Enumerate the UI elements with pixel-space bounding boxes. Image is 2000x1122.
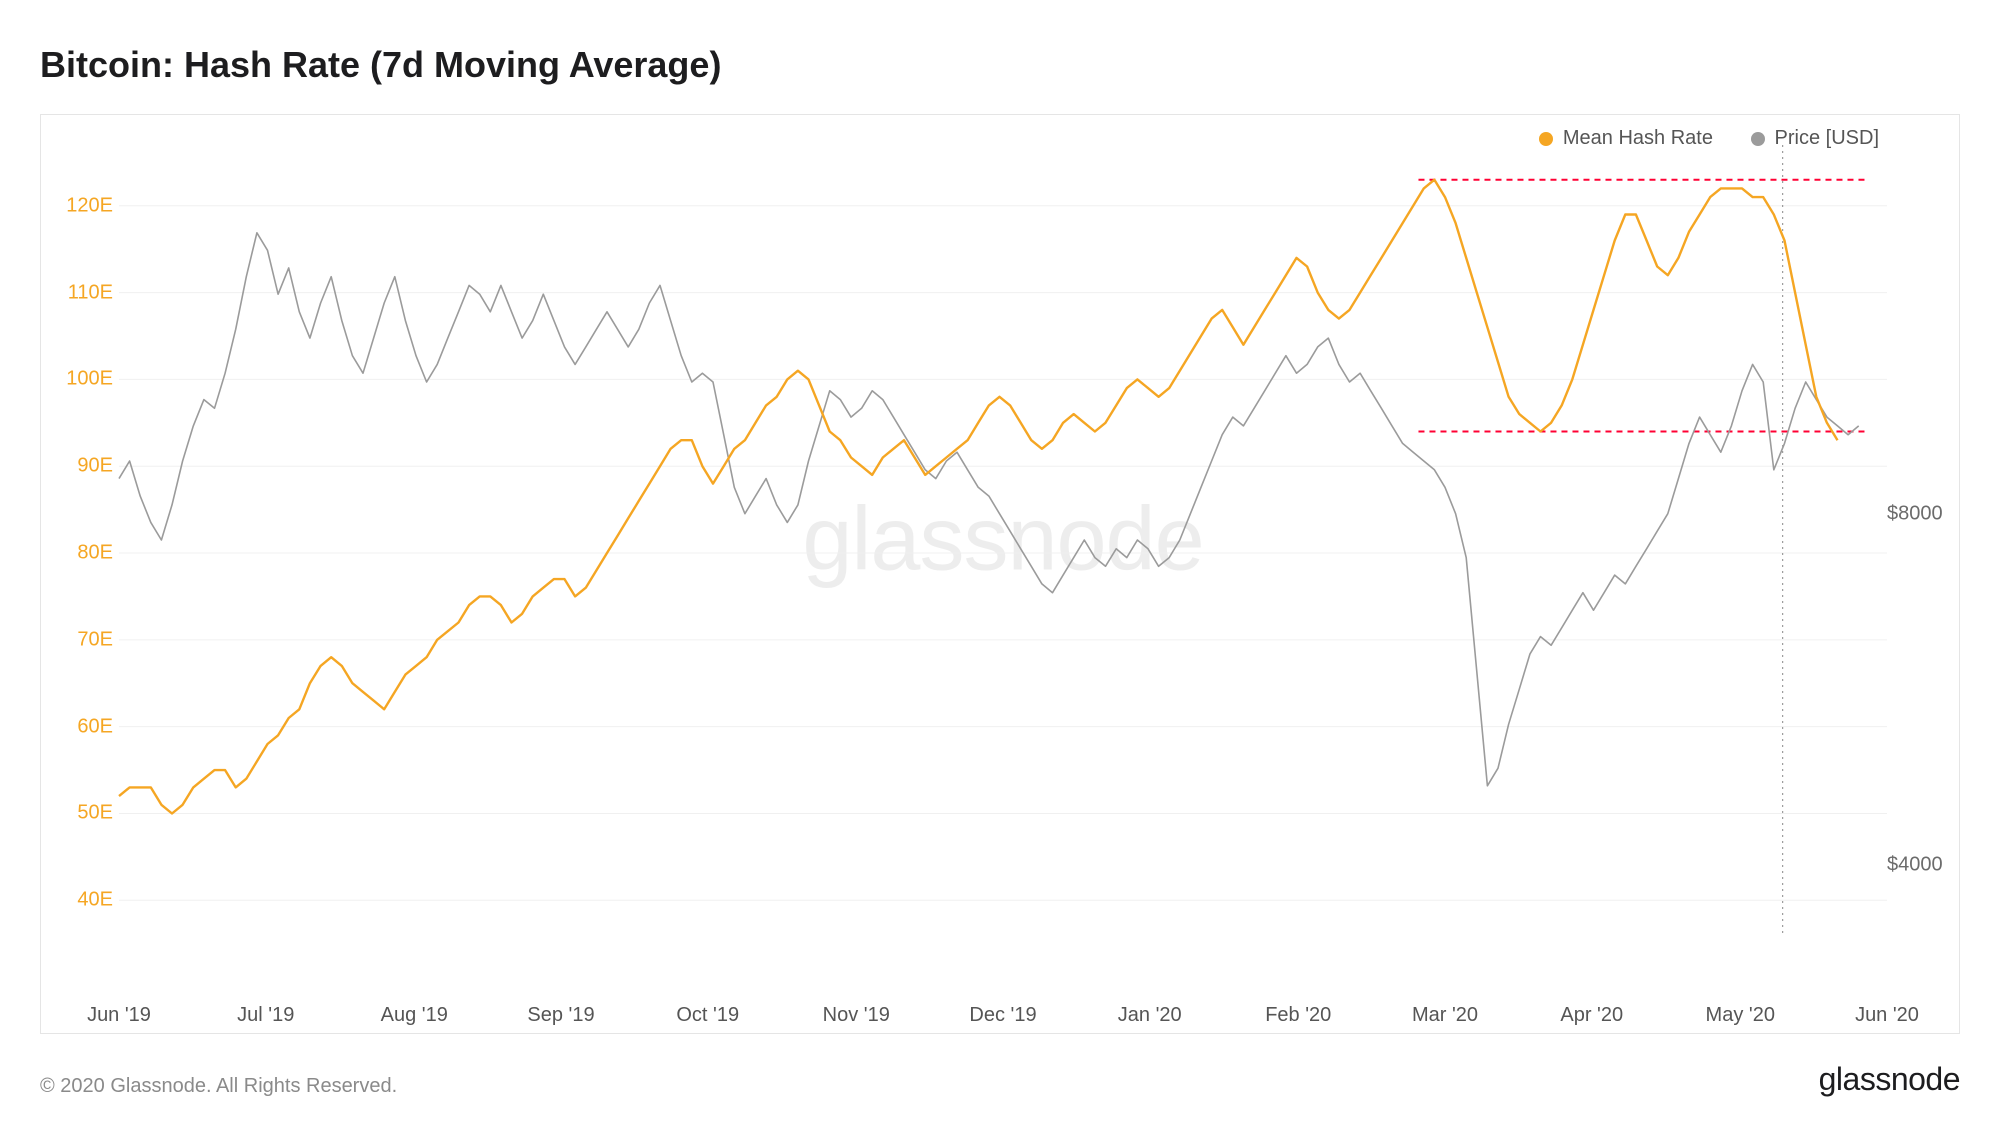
x-tick-label: Jun '20 — [1855, 1004, 1919, 1027]
x-tick-label: May '20 — [1706, 1004, 1775, 1027]
x-tick-label: Jun '19 — [87, 1004, 151, 1027]
chart-title: Bitcoin: Hash Rate (7d Moving Average) — [40, 44, 1960, 86]
y-left-tick-label: 80E — [41, 542, 113, 565]
y-right-tick-label: $8000 — [1887, 502, 1959, 525]
x-tick-label: Feb '20 — [1265, 1004, 1331, 1027]
y-left-tick-label: 110E — [41, 281, 113, 304]
y-left-tick-label: 120E — [41, 194, 113, 217]
x-tick-label: Aug '19 — [381, 1004, 448, 1027]
y-left-tick-label: 60E — [41, 715, 113, 738]
x-tick-label: Dec '19 — [969, 1004, 1036, 1027]
legend-dot-icon — [1539, 132, 1553, 146]
plot-area: glassnode — [119, 145, 1887, 985]
page-root: Bitcoin: Hash Rate (7d Moving Average) M… — [0, 0, 2000, 1122]
footer: © 2020 Glassnode. All Rights Reserved. g… — [40, 1061, 1960, 1098]
x-tick-label: Oct '19 — [676, 1004, 739, 1027]
x-tick-label: Apr '20 — [1560, 1004, 1623, 1027]
y-left-tick-label: 90E — [41, 455, 113, 478]
legend-dot-icon — [1751, 132, 1765, 146]
x-tick-label: Jan '20 — [1118, 1004, 1182, 1027]
y-left-tick-label: 40E — [41, 889, 113, 912]
x-tick-label: Nov '19 — [823, 1004, 890, 1027]
chart-container: Mean Hash Rate Price [USD] glassnode 40E… — [40, 114, 1960, 1034]
x-tick-label: Mar '20 — [1412, 1004, 1478, 1027]
y-left-tick-label: 50E — [41, 802, 113, 825]
y-left-tick-label: 100E — [41, 368, 113, 391]
x-tick-label: Jul '19 — [237, 1004, 294, 1027]
brand-logo: glassnode — [1819, 1061, 1960, 1098]
plot-svg — [119, 145, 1887, 985]
y-left-tick-label: 70E — [41, 628, 113, 651]
y-right-tick-label: $4000 — [1887, 853, 1959, 876]
copyright-text: © 2020 Glassnode. All Rights Reserved. — [40, 1075, 397, 1098]
x-tick-label: Sep '19 — [527, 1004, 594, 1027]
